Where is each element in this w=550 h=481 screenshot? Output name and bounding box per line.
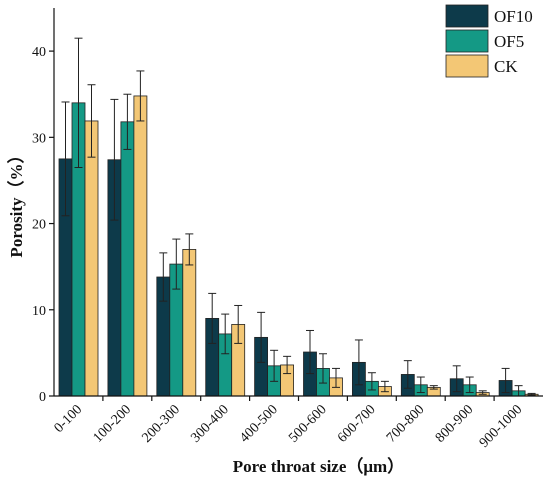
error-bar-of10-500-600 [306, 329, 314, 375]
legend-swatch [445, 29, 489, 53]
error-bar-of5-100-200 [123, 93, 132, 150]
error-bar-of5-800-900 [465, 376, 474, 394]
error-bar-of10-600-700 [354, 339, 363, 386]
y-tick-label: 30 [32, 131, 46, 146]
error-bar-of5-200-300 [172, 238, 181, 290]
legend-item-of10: OF10 [445, 4, 533, 28]
x-tick-label: 0-100 [52, 402, 86, 436]
error-bar-ck-300-400 [234, 304, 243, 344]
bar-ck-100-200 [133, 95, 148, 397]
x-axis-title: Pore throat size（μm） [233, 456, 404, 476]
error-bar-of5-600-700 [367, 372, 376, 391]
error-bar-of5-400-500 [270, 349, 279, 382]
x-tick-label: 800-900 [433, 402, 477, 446]
plot-area [58, 37, 539, 397]
error-bar-of10-300-400 [208, 292, 217, 344]
bar-ck-0-100 [84, 120, 99, 397]
legend-label: OF5 [494, 32, 524, 51]
error-bar-ck-900-1000 [527, 392, 536, 396]
error-bar-ck-100-200 [136, 70, 145, 122]
error-bar-of10-900-1000 [501, 367, 510, 394]
x-tick-label: 100-200 [91, 402, 135, 446]
error-bar-of5-300-400 [221, 313, 230, 355]
error-bar-ck-0-100 [87, 84, 96, 158]
bar-of5-100-200 [120, 121, 135, 397]
y-tick-label: 40 [32, 45, 46, 60]
x-tick-label: 600-700 [335, 402, 379, 446]
error-bar-ck-700-800 [429, 385, 438, 390]
error-bar-of5-700-800 [416, 376, 425, 394]
x-tick-label: 700-800 [384, 402, 428, 446]
x-tick-label: 500-600 [286, 402, 330, 446]
error-bar-ck-500-600 [332, 367, 340, 388]
y-tick-label: 10 [32, 304, 46, 319]
legend-label: OF10 [494, 7, 533, 26]
legend-label: CK [494, 57, 518, 76]
x-tick-label: 300-400 [188, 402, 232, 446]
legend-swatch [445, 4, 489, 28]
y-axis-title: Porosity（%） [6, 146, 26, 257]
x-tick-label: 400-500 [237, 402, 281, 446]
legend-swatch [445, 54, 489, 78]
error-bar-ck-200-300 [185, 233, 194, 266]
error-bar-of10-700-800 [403, 360, 412, 389]
error-bar-ck-600-700 [380, 380, 389, 393]
error-bar-ck-400-500 [283, 355, 292, 375]
error-bar-of10-800-900 [452, 365, 461, 393]
legend-item-of5: OF5 [445, 29, 524, 53]
x-tick-label: 200-300 [139, 402, 183, 446]
error-bar-ck-800-900 [478, 390, 487, 395]
error-bar-of10-200-300 [159, 252, 168, 302]
bar-ck-200-300 [182, 249, 197, 397]
error-bar-of10-100-200 [110, 98, 119, 221]
legend-item-ck: CK [445, 54, 518, 78]
error-bar-of10-400-500 [257, 311, 266, 363]
error-bar-of5-0-100 [74, 37, 83, 169]
error-bar-of10-0-100 [61, 101, 70, 217]
x-tick-label: 900-1000 [477, 402, 526, 451]
error-bar-of5-500-600 [319, 353, 327, 384]
legend: OF10 OF5 CK [445, 4, 533, 78]
y-tick-label: 20 [32, 218, 46, 233]
y-tick-label: 0 [39, 390, 46, 405]
